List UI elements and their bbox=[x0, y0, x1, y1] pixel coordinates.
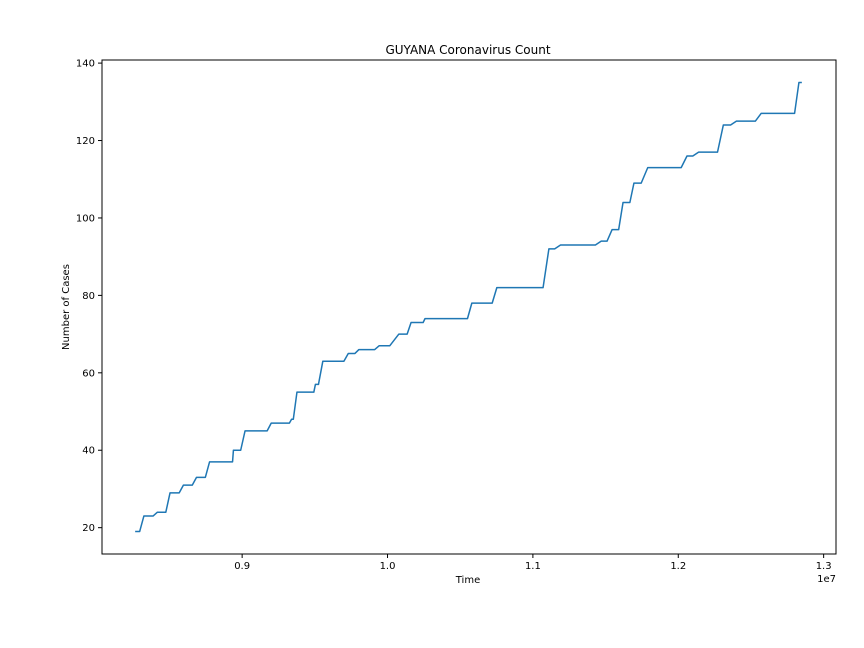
series-group bbox=[135, 81, 802, 533]
x-tick-label: 1.3 bbox=[816, 561, 832, 572]
series-line bbox=[135, 81, 802, 533]
x-axis-label: Time bbox=[455, 575, 480, 586]
x-tick-label: 0.9 bbox=[234, 561, 250, 572]
y-tick-label: 20 bbox=[82, 523, 95, 534]
y-tick-label: 40 bbox=[82, 446, 95, 457]
plot-area-frame bbox=[101, 59, 837, 555]
y-axis-ticks: 20 40 60 80 100 120 140 bbox=[76, 59, 102, 534]
y-tick-label: 80 bbox=[82, 291, 95, 302]
x-tick-label: 1.0 bbox=[380, 561, 396, 572]
y-tick-label: 60 bbox=[82, 368, 95, 379]
chart-title: GUYANA Coronavirus Count bbox=[385, 43, 550, 57]
x-axis-offset-label: 1e7 bbox=[817, 574, 836, 585]
y-tick-label: 100 bbox=[76, 213, 95, 224]
x-tick-label: 1.2 bbox=[670, 561, 686, 572]
x-tick-label: 1.1 bbox=[525, 561, 541, 572]
x-axis-ticks: 0.9 1.0 1.1 1.2 1.3 bbox=[234, 554, 832, 572]
y-tick-label: 120 bbox=[76, 136, 95, 147]
y-tick-label: 140 bbox=[76, 59, 95, 70]
y-axis-label: Number of Cases bbox=[61, 264, 72, 350]
